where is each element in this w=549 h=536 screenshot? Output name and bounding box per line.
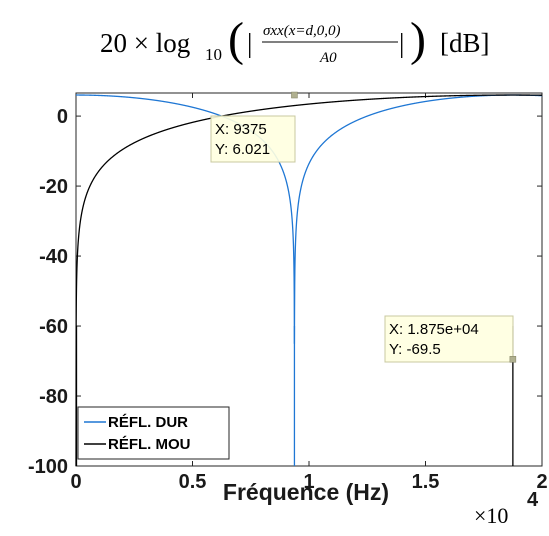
x-exponent-power: 4 <box>527 489 539 511</box>
title-open-paren: ( <box>228 13 244 66</box>
title-close-bar: | <box>399 28 404 58</box>
x-tick-label: 1.5 <box>412 471 440 493</box>
title-numerator: σxx(x=d,0,0) <box>263 23 340 39</box>
series-layer <box>75 94 543 467</box>
y-tick-label: -40 <box>39 246 68 268</box>
y-tick-label: -100 <box>28 456 68 478</box>
x-axis-label: Fréquence (Hz) <box>223 479 389 505</box>
x-tick-label: 2 <box>536 471 547 493</box>
data-tip-x: X: 9375 <box>215 121 267 138</box>
x-tick-label: 1 <box>303 471 314 493</box>
title-open-bar: | <box>247 28 252 58</box>
x-axis: 0 0.5 1 1.5 2 <box>70 93 548 493</box>
y-tick-label: -60 <box>39 316 68 338</box>
y-tick-label: -20 <box>39 176 68 198</box>
chart-title: 20 × log 10 ( | σxx(x=d,0,0) A0 | ) [dB] <box>100 13 490 66</box>
y-tick-label: -80 <box>39 386 68 408</box>
data-tip-marker <box>509 356 517 363</box>
series-line-1 <box>75 94 542 467</box>
x-tick-label: 0.5 <box>179 471 207 493</box>
data-tip-box <box>210 115 296 163</box>
legend-box <box>77 406 230 460</box>
data-tip-x: X: 1.875e+04 <box>389 321 479 338</box>
legend: RÉFL. DUR RÉFL. MOU <box>77 406 230 460</box>
y-axis: 0 -20 -40 -60 -80 -100 <box>28 106 542 478</box>
data-tip: X: 1.875e+04 Y: -69.5 <box>384 315 517 363</box>
x-tick-label: 0 <box>70 471 81 493</box>
data-tip-y: Y: 6.021 <box>215 141 270 158</box>
data-tip-box <box>384 315 514 363</box>
data-tip-y: Y: -69.5 <box>389 341 441 358</box>
data-tips: X: 9375 Y: 6.021 X: 1.875e+04 Y: -69.5 <box>210 91 517 363</box>
legend-label-mou: RÉFL. MOU <box>108 436 191 453</box>
data-tip: X: 9375 Y: 6.021 <box>210 91 298 163</box>
title-subscript: 10 <box>205 45 222 64</box>
title-close-paren: ) <box>410 13 426 66</box>
legend-label-dur: RÉFL. DUR <box>108 414 188 431</box>
y-tick-label: 0 <box>57 106 68 128</box>
data-tip-marker <box>291 91 298 99</box>
series-line-0 <box>76 94 543 344</box>
title-denominator: A0 <box>319 50 337 66</box>
title-unit: [dB] <box>440 28 490 58</box>
x-exponent-label: ×10 <box>474 503 508 528</box>
title-lead: 20 × log <box>100 28 190 58</box>
